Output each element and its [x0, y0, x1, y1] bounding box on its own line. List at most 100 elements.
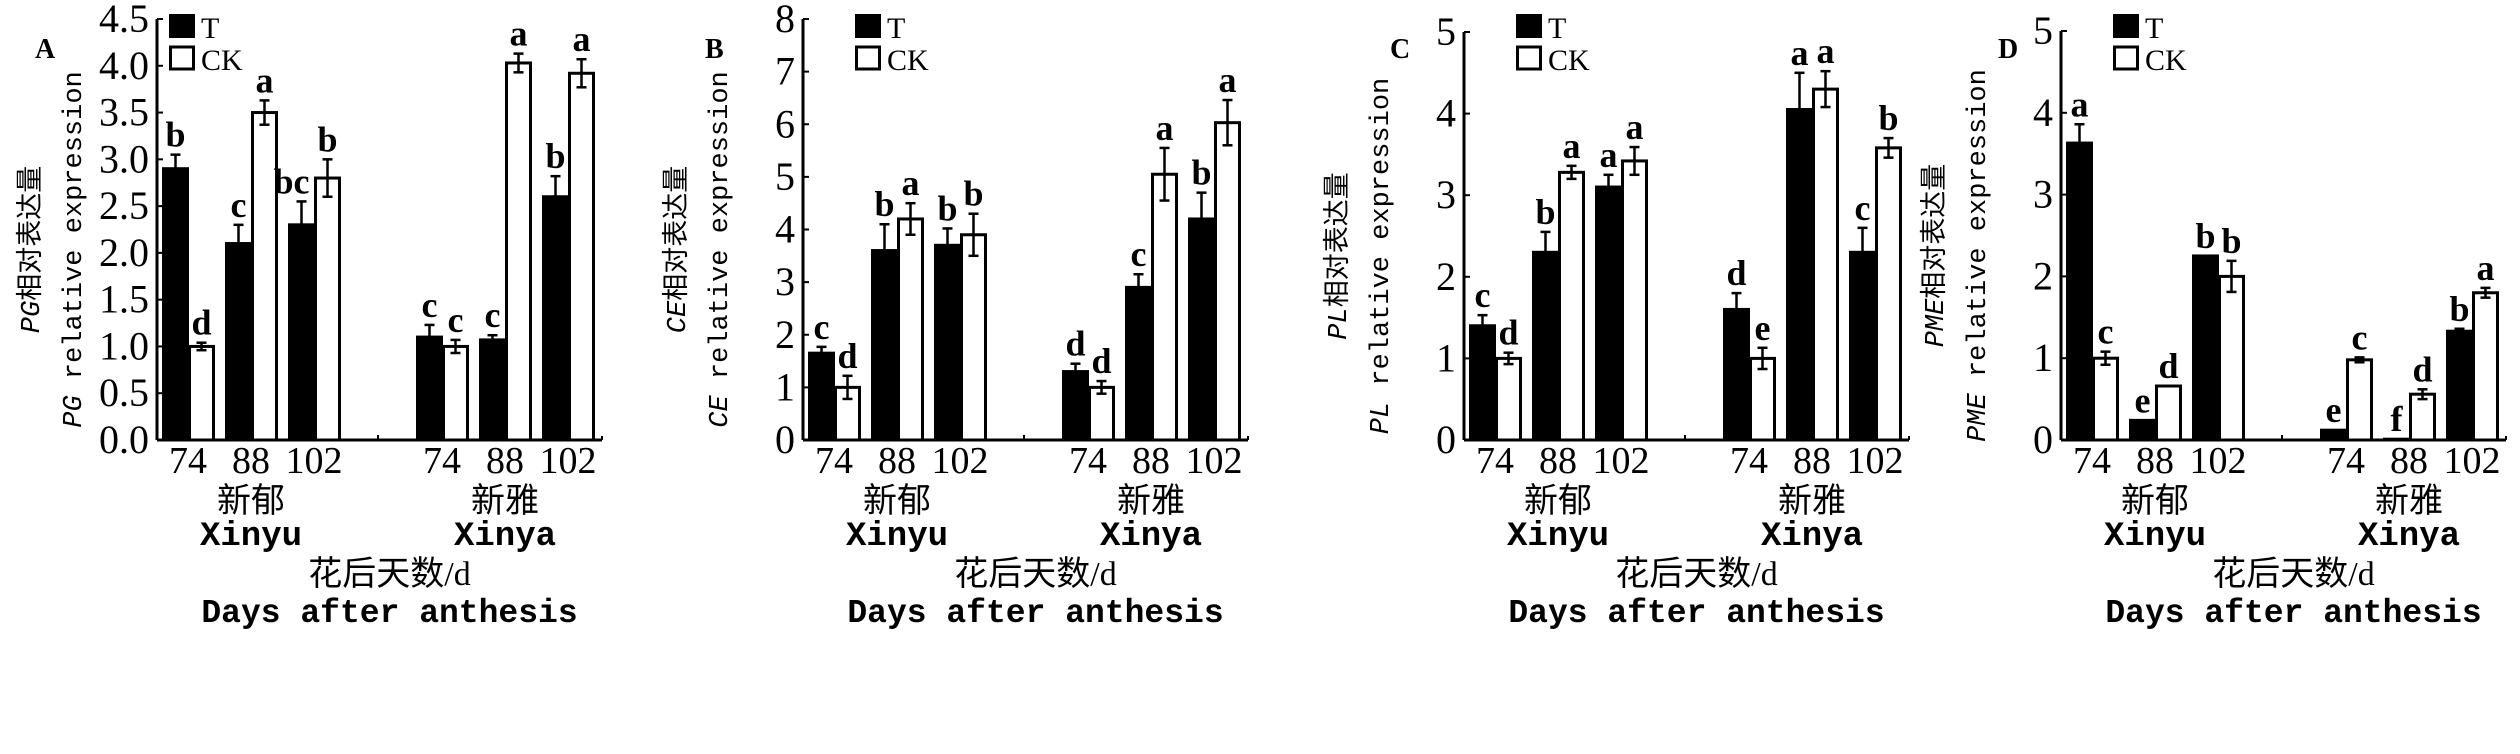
y-tick-label: 6: [775, 101, 795, 146]
significance-letter: e: [2326, 390, 2342, 430]
significance-letter: e: [1755, 308, 1771, 348]
y-axis-title-cn-text: 相对表达量: [1322, 172, 1355, 307]
x-tick-label: 102: [540, 440, 597, 482]
bar-t: [1849, 250, 1876, 442]
x-axis-title-en: Days after anthesis: [201, 595, 577, 632]
cultivar-name-en: Xinyu: [2104, 518, 2206, 556]
x-tick-label: 102: [286, 440, 343, 482]
bar-ck: [442, 344, 469, 442]
bar-ck: [2472, 291, 2499, 442]
cultivar-name-en: Xinyu: [846, 518, 948, 556]
significance-letter: a: [2071, 84, 2089, 124]
y-tick-label: 0: [1436, 417, 1456, 462]
y-axis-title-en: PL relative expression: [1367, 78, 1397, 434]
cultivar-name-en: Xinya: [454, 518, 556, 556]
significance-letter: a: [1791, 33, 1809, 73]
cultivar-name-cn: 新雅: [1778, 482, 1846, 520]
significance-letter: b: [317, 119, 337, 159]
bar-t: [1532, 250, 1559, 442]
x-tick-label: 74: [2327, 440, 2365, 482]
y-tick-label: 3: [2033, 172, 2053, 217]
y-tick-label: 0.5: [99, 370, 149, 415]
significance-letter: d: [837, 336, 857, 376]
x-tick-label: 88: [2390, 440, 2428, 482]
bar-ck: [2346, 358, 2373, 442]
word-space: [1367, 386, 1397, 402]
significance-letter: b: [874, 184, 894, 224]
y-tick-label: 4.5: [99, 0, 149, 41]
panel-label: A: [35, 34, 56, 65]
y-tick-label: 7: [775, 49, 795, 94]
bar-t: [288, 223, 315, 442]
x-axis-title-en: Days after anthesis: [2105, 595, 2481, 632]
bar-ck: [505, 61, 532, 442]
y-tick-label: 1: [2033, 335, 2053, 380]
y-axis-title-en: CE relative expression: [706, 71, 736, 427]
bar-t: [2129, 418, 2156, 442]
significance-letter: e: [2135, 380, 2151, 420]
legend-label-t: T: [201, 12, 219, 45]
x-tick-label: 102: [2444, 440, 2501, 482]
significance-letter: b: [963, 174, 983, 214]
significance-letter: d: [2158, 346, 2178, 386]
bar-ck: [1621, 159, 1648, 442]
x-tick-label: 74: [2073, 440, 2111, 482]
bar-t: [225, 242, 252, 442]
legend-label-ck: CK: [2145, 44, 2187, 77]
cultivar-name-cn: 新郁: [2121, 482, 2189, 520]
bar-ck: [960, 233, 987, 442]
x-axis-title-cn: 花后天数/d: [954, 555, 1116, 593]
legend-label-t: T: [2145, 12, 2163, 45]
y-axis-title-cn-text: 相对表达量: [15, 166, 48, 301]
significance-letter: c: [422, 285, 438, 325]
significance-letter: c: [1475, 275, 1491, 315]
bar-t: [2192, 254, 2219, 442]
bar-t: [2383, 437, 2410, 442]
y-tick-label: 4: [2033, 90, 2053, 135]
x-tick-label: 74: [423, 440, 461, 482]
bar-ck: [1151, 172, 1178, 442]
y-axis-title-en-text: relative expression: [1964, 69, 1994, 377]
cultivar-name-en: Xinya: [1100, 518, 1202, 556]
gene-name: PME: [1922, 298, 1952, 347]
significance-letter: b: [1191, 153, 1211, 193]
y-tick-label: 2.0: [99, 230, 149, 275]
legend-label-ck: CK: [1548, 44, 1590, 77]
legend-swatch-t: [1516, 14, 1542, 38]
bar-ck: [1875, 146, 1902, 442]
y-tick-label: 5: [1436, 9, 1456, 54]
y-tick-label: 3: [775, 259, 795, 304]
significance-letter: a: [1219, 60, 1237, 100]
cultivar-name-cn: 新郁: [217, 482, 285, 520]
gene-name: PL: [1325, 307, 1355, 339]
bar-ck: [188, 344, 215, 442]
y-tick-label: 1: [1436, 335, 1456, 380]
x-tick-label: 88: [1793, 440, 1831, 482]
x-axis-title-cn: 花后天数/d: [308, 555, 470, 593]
bar-t: [1469, 324, 1496, 442]
bar-ck: [1214, 121, 1241, 442]
y-axis-title-cn: PL相对表达量: [1322, 172, 1355, 339]
x-tick-label: 74: [815, 440, 853, 482]
y-axis-title-en-text: relative expression: [706, 71, 736, 379]
x-tick-label: 102: [932, 440, 989, 482]
y-tick-label: 3.0: [99, 136, 149, 181]
cultivar-name-en: Xinyu: [200, 518, 302, 556]
y-tick-label: 2: [775, 312, 795, 357]
x-tick-label: 102: [1847, 440, 1904, 482]
significance-letter: d: [191, 303, 211, 343]
legend-swatch-ck: [855, 45, 881, 71]
significance-letter: a: [573, 19, 591, 59]
bar-t: [2066, 141, 2093, 442]
cultivar-name-en: Xinyu: [1507, 518, 1609, 556]
y-tick-label: 4.0: [99, 43, 149, 88]
bar-ck: [1495, 356, 1522, 442]
bar-t: [808, 351, 835, 442]
y-tick-label: 1: [775, 364, 795, 409]
y-tick-label: 3.5: [99, 90, 149, 135]
y-tick-label: 2.5: [99, 183, 149, 228]
